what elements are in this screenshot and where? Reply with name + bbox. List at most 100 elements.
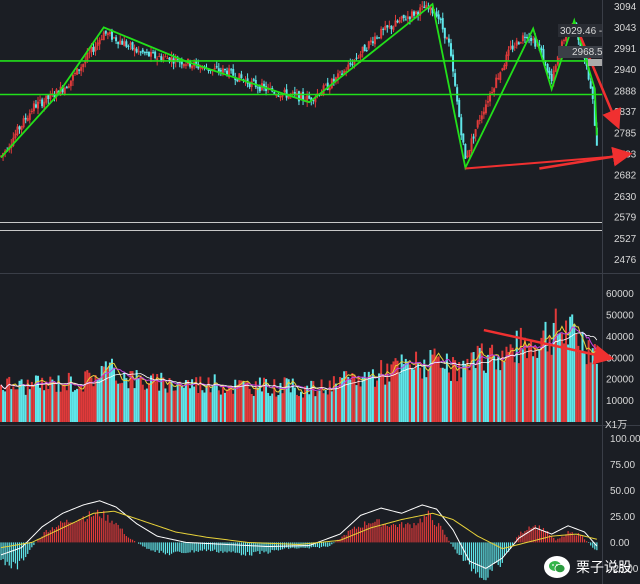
macd-histogram-bar: [345, 535, 347, 543]
candle-body: [548, 70, 551, 75]
candle-body: [466, 155, 469, 158]
volume-bar: [139, 375, 142, 422]
macd-histogram-bar: [47, 532, 49, 543]
candle-body: [141, 49, 144, 53]
price-callout-bg: [558, 24, 602, 37]
volume-bar: [20, 379, 23, 422]
volume-bar: [127, 388, 130, 422]
volume-bar: [236, 384, 239, 422]
volume-bar: [322, 393, 325, 422]
volume-bar: [314, 396, 317, 422]
volume-bar: [355, 385, 358, 422]
macd-histogram-bar: [43, 532, 45, 543]
macd-histogram-bar: [417, 523, 419, 543]
volume-bar: [203, 392, 206, 422]
candle-body: [145, 51, 148, 53]
macd-tick-label: 100.00: [610, 434, 640, 445]
candle-body: [310, 97, 313, 101]
volume-bar: [119, 383, 122, 422]
candle-body: [589, 81, 592, 89]
macd-histogram-bar: [240, 542, 243, 556]
macd-histogram-bar: [191, 542, 193, 551]
candle-body: [166, 58, 169, 60]
volume-tick-label: 50000: [606, 311, 634, 322]
macd-histogram-bar: [526, 530, 528, 543]
macd-histogram-bar: [123, 534, 125, 543]
candle-body: [232, 69, 235, 76]
macd-histogram-bar: [483, 542, 485, 580]
volume-bar: [34, 375, 37, 422]
red-arrow: [539, 146, 633, 170]
candle-body: [334, 77, 337, 81]
volume-bar: [495, 369, 498, 422]
volume-bar: [408, 364, 411, 422]
macd-histogram-bar: [156, 542, 158, 551]
volume-bar: [133, 388, 136, 422]
macd-histogram-bar: [421, 522, 423, 543]
volume-bar: [417, 362, 420, 422]
volume-bar: [538, 349, 541, 422]
candle-body: [474, 129, 477, 137]
macd-histogram-bar: [82, 516, 84, 543]
volume-bar: [8, 376, 11, 422]
macd-histogram-bar: [316, 542, 319, 548]
volume-bar: [285, 378, 288, 422]
macd-histogram-bar: [528, 526, 530, 543]
candle-body: [221, 68, 224, 73]
volume-bar: [80, 385, 83, 422]
candle-body: [306, 95, 309, 103]
volume-bar: [511, 347, 514, 422]
macd-histogram-bar: [25, 542, 27, 558]
candle-body: [388, 25, 391, 27]
volume-bar: [141, 384, 144, 422]
macd-histogram-bar: [433, 524, 436, 543]
macd-histogram-bar: [12, 542, 14, 562]
macd-histogram-bar: [368, 523, 370, 543]
candle-body: [410, 11, 413, 18]
candle-body: [355, 57, 358, 59]
candle-body: [152, 52, 155, 54]
macd-histogram-bar: [468, 542, 471, 565]
candle-body: [26, 118, 29, 122]
macd-histogram-bar: [195, 542, 197, 552]
volume-bar: [295, 394, 298, 422]
macd-histogram-bar: [427, 510, 429, 543]
volume-bar: [55, 391, 58, 422]
volume-bar: [32, 384, 35, 422]
macd-histogram-bar: [503, 542, 506, 556]
volume-bar: [12, 386, 15, 422]
candle-body: [219, 69, 222, 72]
candle-body: [394, 20, 397, 27]
candle-body: [367, 41, 370, 49]
volume-bar: [550, 354, 553, 422]
volume-bar: [593, 344, 596, 422]
volume-bar: [365, 379, 368, 422]
candle-body: [191, 65, 194, 69]
candle-body: [88, 52, 91, 54]
macd-histogram-bar: [583, 539, 586, 543]
price-callout-label: 2968.5: [572, 47, 603, 58]
candle-body: [493, 88, 496, 93]
volume-red-arrow: [483, 328, 615, 365]
macd-histogram-bar: [407, 522, 409, 543]
macd-histogram-bar: [376, 519, 378, 543]
macd-histogram-bar: [460, 542, 462, 555]
volume-bar: [353, 374, 356, 422]
macd-histogram-bar: [152, 542, 154, 551]
candle-body: [137, 50, 140, 52]
macd-histogram-bar: [563, 536, 565, 543]
candle-body: [341, 73, 344, 76]
candle-body: [345, 70, 348, 73]
volume-bar: [464, 364, 467, 422]
volume-bar: [43, 390, 46, 422]
macd-histogram-bar: [364, 521, 366, 543]
macd-histogram-bar: [109, 522, 111, 543]
candle-body: [425, 5, 428, 9]
candle-body: [236, 79, 239, 82]
macd-histogram-bar: [146, 542, 148, 549]
volume-bar: [226, 389, 229, 422]
macd-histogram-bar: [0, 542, 2, 561]
volume-bar: [176, 382, 179, 422]
volume-bar: [125, 378, 128, 422]
macd-histogram-bar: [331, 542, 333, 545]
